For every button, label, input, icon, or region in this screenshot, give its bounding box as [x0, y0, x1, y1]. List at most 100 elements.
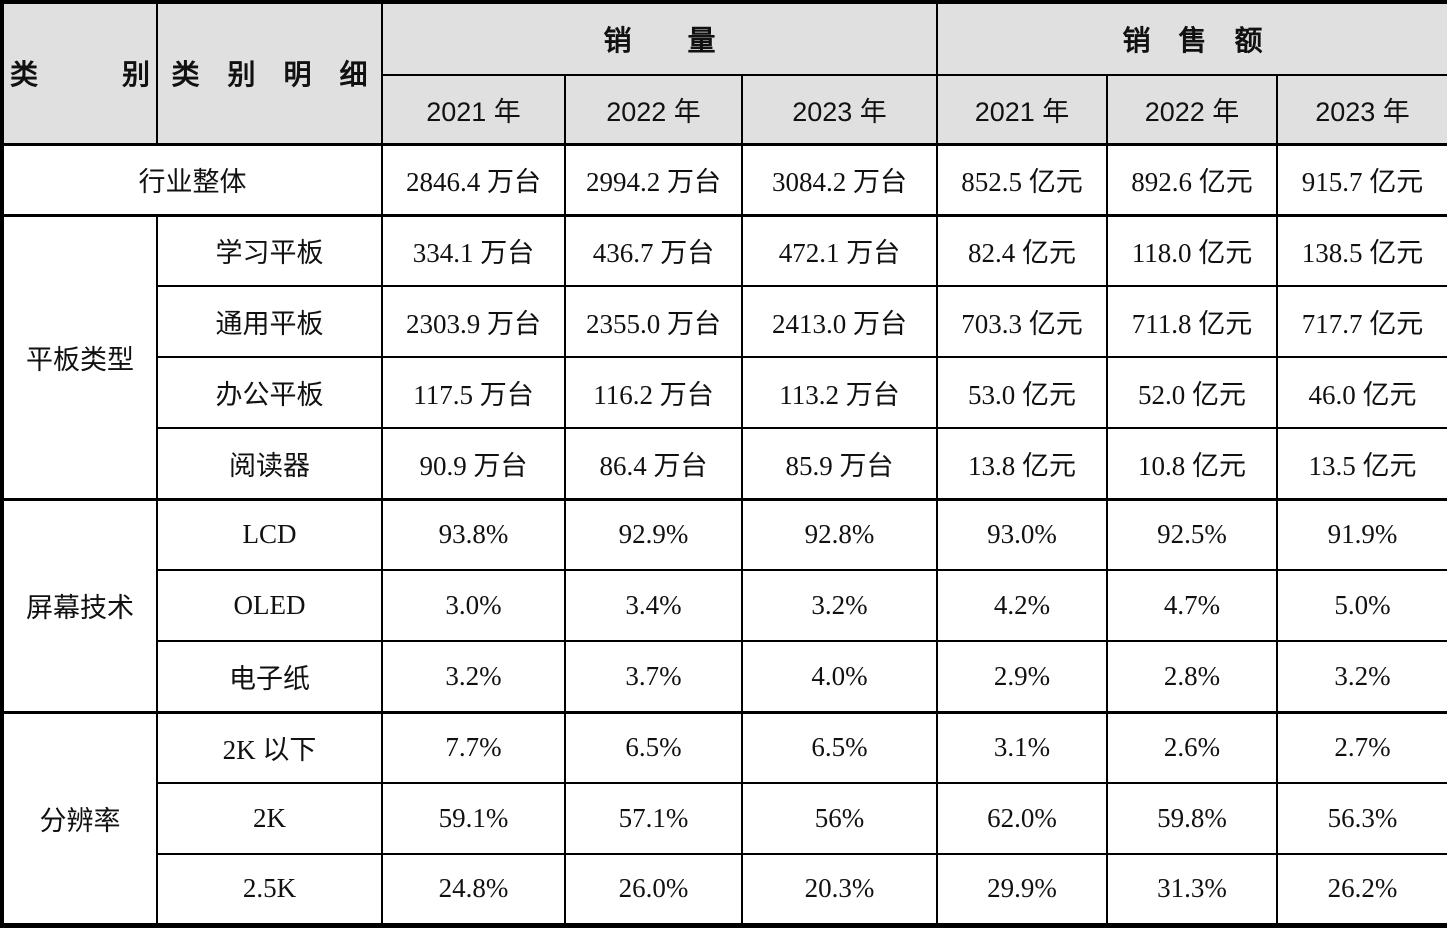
value-cell: 26.0% — [564, 853, 743, 926]
row-label: 2K — [156, 782, 383, 855]
row-tablet-reader: 阅读器 90.9 万台 86.4 万台 85.9 万台 13.8 亿元 10.8… — [2, 427, 1447, 500]
value-cell: 92.8% — [740, 497, 939, 571]
row-screen-lcd: 屏幕技术 LCD 93.8% 92.9% 92.8% 93.0% 92.5% 9… — [1, 497, 1447, 713]
header-amount-year-2021: 2021 年 — [936, 74, 1109, 146]
row-res-2-5k: 2.5K 24.8% 26.0% 20.3% 29.9% 31.3% 26.2% — [2, 853, 1447, 926]
header-volume-year-2021: 2021 年 — [381, 74, 566, 146]
value-cell: 92.5% — [1106, 497, 1279, 571]
value-cell: 2.6% — [1106, 710, 1279, 784]
header-sales-amount: 销 售 额 — [936, 1, 1447, 76]
value-cell: 86.4 万台 — [564, 427, 743, 500]
value-cell: 59.1% — [381, 782, 566, 855]
row-res-below2k: 分辨率 2K 以下 7.7% 6.5% 6.5% 3.1% 2.6% 2.7% — [1, 710, 1447, 926]
value-cell: 29.9% — [936, 853, 1109, 926]
value-cell: 2.9% — [936, 640, 1109, 713]
header-volume-year-2023: 2023 年 — [740, 74, 939, 146]
value-cell: 6.5% — [740, 710, 939, 784]
header-row-groups: 类 别 类 别 明 细 销 量 销 售 额 — [1, 1, 1447, 145]
value-cell: 4.7% — [1106, 569, 1279, 642]
value-cell: 92.9% — [564, 497, 743, 571]
row-tablet-learning: 平板类型 学习平板 334.1 万台 436.7 万台 472.1 万台 82.… — [1, 213, 1447, 500]
header-row-years: 2021 年 2022 年 2023 年 2021 年 2022 年 2023 … — [2, 74, 1447, 146]
value-cell: 892.6 亿元 — [1106, 142, 1279, 216]
value-cell: 717.7 亿元 — [1276, 285, 1447, 358]
row-screen-oled: OLED 3.0% 3.4% 3.2% 4.2% 4.7% 5.0% — [2, 569, 1447, 642]
row-industry-total: 行业整体 2846.4 万台 2994.2 万台 3084.2 万台 852.5… — [1, 142, 1447, 216]
value-cell: 59.8% — [1106, 782, 1279, 855]
row-label: 电子纸 — [156, 640, 383, 713]
header-volume-year-2022: 2022 年 — [564, 74, 743, 146]
row-label: 办公平板 — [156, 356, 383, 429]
value-cell: 2846.4 万台 — [381, 142, 566, 216]
row-label: 阅读器 — [156, 427, 383, 500]
value-cell: 56.3% — [1276, 782, 1447, 855]
value-cell: 26.2% — [1276, 853, 1447, 926]
row-label: 通用平板 — [156, 285, 383, 358]
value-cell: 62.0% — [936, 782, 1109, 855]
row-label: 2K 以下 — [156, 710, 383, 784]
value-cell: 3.7% — [564, 640, 743, 713]
value-cell: 116.2 万台 — [564, 356, 743, 429]
value-cell: 118.0 亿元 — [1106, 213, 1279, 287]
value-cell: 6.5% — [564, 710, 743, 784]
row-label: 行业整体 — [1, 142, 383, 216]
value-cell: 53.0 亿元 — [936, 356, 1109, 429]
value-cell: 2413.0 万台 — [740, 285, 939, 358]
value-cell: 93.8% — [381, 497, 566, 571]
value-cell: 13.5 亿元 — [1276, 427, 1447, 500]
row-label: LCD — [156, 497, 383, 571]
value-cell: 93.0% — [936, 497, 1109, 571]
header-category-detail: 类 别 明 细 — [156, 1, 383, 145]
value-cell: 472.1 万台 — [740, 213, 939, 287]
value-cell: 3.2% — [1276, 640, 1447, 713]
row-screen-epaper: 电子纸 3.2% 3.7% 4.0% 2.9% 2.8% 3.2% — [2, 640, 1447, 713]
value-cell: 334.1 万台 — [381, 213, 566, 287]
row-tablet-office: 办公平板 117.5 万台 116.2 万台 113.2 万台 53.0 亿元 … — [2, 356, 1447, 429]
header-amount-year-2022: 2022 年 — [1106, 74, 1279, 146]
value-cell: 711.8 亿元 — [1106, 285, 1279, 358]
section-label-resolution: 分辨率 — [1, 710, 158, 926]
value-cell: 82.4 亿元 — [936, 213, 1109, 287]
header-amount-year-2023: 2023 年 — [1276, 74, 1447, 146]
value-cell: 46.0 亿元 — [1276, 356, 1447, 429]
value-cell: 3.2% — [740, 569, 939, 642]
value-cell: 2355.0 万台 — [564, 285, 743, 358]
value-cell: 91.9% — [1276, 497, 1447, 571]
row-label: 学习平板 — [156, 213, 383, 287]
header-sales-volume: 销 量 — [380, 1, 939, 76]
value-cell: 31.3% — [1106, 853, 1279, 926]
value-cell: 13.8 亿元 — [936, 427, 1109, 500]
value-cell: 852.5 亿元 — [936, 142, 1109, 216]
value-cell: 3.2% — [381, 640, 566, 713]
value-cell: 85.9 万台 — [740, 427, 939, 500]
value-cell: 117.5 万台 — [381, 356, 566, 429]
value-cell: 113.2 万台 — [740, 356, 939, 429]
value-cell: 3.4% — [564, 569, 743, 642]
value-cell: 90.9 万台 — [381, 427, 566, 500]
value-cell: 3.0% — [381, 569, 566, 642]
value-cell: 703.3 亿元 — [936, 285, 1109, 358]
value-cell: 138.5 亿元 — [1276, 213, 1447, 287]
value-cell: 2.8% — [1106, 640, 1279, 713]
value-cell: 4.0% — [740, 640, 939, 713]
value-cell: 3.1% — [936, 710, 1109, 784]
row-label: 2.5K — [156, 853, 383, 926]
header-category: 类 别 — [1, 1, 158, 145]
value-cell: 52.0 亿元 — [1106, 356, 1279, 429]
value-cell: 5.0% — [1276, 569, 1447, 642]
value-cell: 3084.2 万台 — [740, 142, 939, 216]
value-cell: 2303.9 万台 — [381, 285, 566, 358]
value-cell: 2.7% — [1276, 710, 1447, 784]
row-res-2k: 2K 59.1% 57.1% 56% 62.0% 59.8% 56.3% — [2, 782, 1447, 855]
row-tablet-general: 通用平板 2303.9 万台 2355.0 万台 2413.0 万台 703.3… — [2, 285, 1447, 358]
section-label-tablet-type: 平板类型 — [1, 213, 158, 500]
value-cell: 24.8% — [381, 853, 566, 926]
value-cell: 915.7 亿元 — [1276, 142, 1447, 216]
value-cell: 436.7 万台 — [564, 213, 743, 287]
value-cell: 7.7% — [381, 710, 566, 784]
value-cell: 4.2% — [936, 569, 1109, 642]
row-label: OLED — [156, 569, 383, 642]
value-cell: 57.1% — [564, 782, 743, 855]
